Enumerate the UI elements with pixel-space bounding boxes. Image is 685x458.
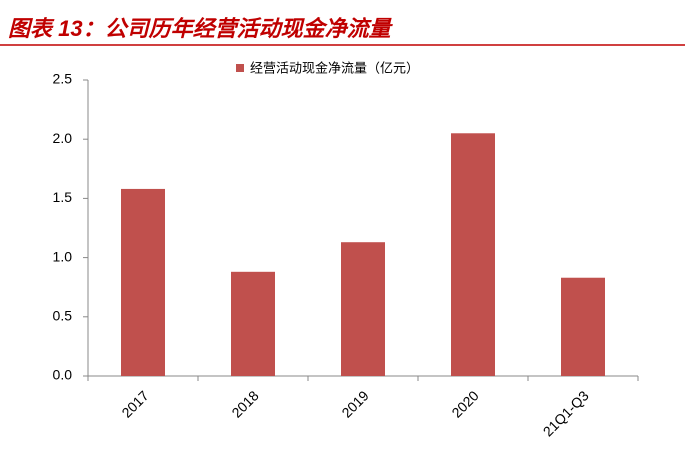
bar	[121, 188, 165, 376]
y-tick-label: 1.5	[53, 189, 73, 205]
bar	[231, 271, 275, 376]
legend-swatch	[236, 64, 244, 72]
y-tick-label: 0.5	[53, 308, 73, 324]
y-tick-label: 2.0	[53, 130, 73, 146]
x-tick-label: 2017	[118, 387, 151, 420]
x-tick-label: 2020	[448, 387, 481, 420]
y-tick-label: 0.0	[53, 367, 73, 383]
chart-title: 图表 13：公司历年经营活动现金净流量	[8, 16, 394, 41]
bar	[341, 242, 385, 376]
bar	[451, 133, 495, 376]
x-tick-label: 21Q1-Q3	[540, 387, 592, 439]
x-tick-label: 2019	[338, 387, 371, 420]
x-tick-label: 2018	[228, 387, 261, 420]
y-tick-label: 1.0	[53, 248, 73, 264]
bar	[561, 277, 605, 376]
legend-label: 经营活动现金净流量（亿元）	[250, 60, 419, 75]
y-tick-label: 2.5	[53, 71, 73, 87]
